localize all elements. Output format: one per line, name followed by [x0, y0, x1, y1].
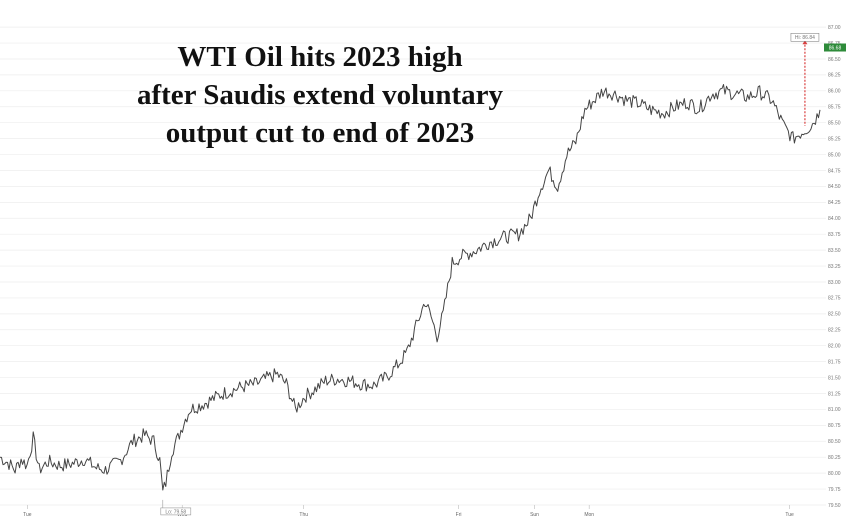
y-axis: 79.50 79.75 80.00 80.25 80.50 80.75 81.00 81.25… — [828, 25, 841, 509]
y-tick-label: 83.75 — [828, 232, 841, 238]
high-label: Hi: 86.84 — [795, 35, 815, 41]
y-tick-label: 85.50 — [828, 120, 841, 126]
y-tick-label: 84.25 — [828, 200, 841, 206]
y-tick-label: 85.00 — [828, 152, 841, 158]
x-tick-label: Tue — [23, 512, 32, 518]
y-tick-label: 81.00 — [828, 407, 841, 413]
y-tick-label: 80.25 — [828, 455, 841, 461]
y-tick-label: 84.50 — [828, 184, 841, 190]
x-tick-label: Mon — [584, 512, 594, 518]
y-tick-label: 81.25 — [828, 391, 841, 397]
y-tick-label: 83.25 — [828, 264, 841, 270]
y-tick-label: 85.75 — [828, 105, 841, 111]
arrow-head-icon — [802, 40, 808, 45]
y-tick-label: 82.75 — [828, 296, 841, 302]
gridlines — [0, 26, 826, 506]
y-tick-label: 80.00 — [828, 471, 841, 477]
y-tick-label: 82.25 — [828, 328, 841, 334]
y-tick-label: 84.75 — [828, 168, 841, 174]
y-tick-label: 83.00 — [828, 280, 841, 286]
y-tick-label: 82.50 — [828, 312, 841, 318]
title-line-2: after Saudis extend voluntary — [136, 79, 503, 111]
title-line-1: WTI Oil hits 2023 high — [177, 41, 463, 73]
x-tick-label: Tue — [785, 512, 794, 518]
title-line-3: output cut to end of 2023 — [165, 117, 475, 149]
y-tick-label: 80.50 — [828, 439, 841, 445]
last-price-badge — [824, 43, 846, 52]
annotations: Lo: 79.58 Hi: 86.84 86.68 — [160, 33, 846, 516]
y-tick-label: 83.50 — [828, 248, 841, 254]
low-label: Lo: 79.58 — [165, 509, 186, 515]
x-tick-label: Thu — [299, 512, 308, 518]
x-tick-label: Sun — [530, 512, 539, 518]
y-tick-label: 81.50 — [828, 375, 841, 381]
series-layer — [0, 84, 821, 491]
y-tick-label: 87.00 — [828, 25, 841, 31]
x-axis: TueWedThuFriSunMonTue — [23, 505, 794, 518]
y-tick-label: 86.25 — [828, 73, 841, 79]
y-tick-label: 79.50 — [828, 503, 841, 509]
last-price-label: 86.68 — [829, 45, 842, 51]
y-tick-label: 84.00 — [828, 216, 841, 222]
y-tick-label: 85.25 — [828, 136, 841, 142]
y-tick-label: 86.00 — [828, 89, 841, 95]
y-tick-label: 86.50 — [828, 57, 841, 63]
y-tick-label: 80.75 — [828, 423, 841, 429]
chart-title: WTI Oil hits 2023 high after Saudis exte… — [110, 38, 530, 152]
low-label-box — [160, 507, 192, 516]
x-tick-label: Fri — [456, 512, 462, 518]
y-tick-label: 79.75 — [828, 487, 841, 493]
series-line-0 — [0, 84, 821, 491]
y-tick-label: 82.00 — [828, 344, 841, 350]
high-label-box — [790, 33, 820, 42]
y-tick-label: 81.75 — [828, 359, 841, 365]
